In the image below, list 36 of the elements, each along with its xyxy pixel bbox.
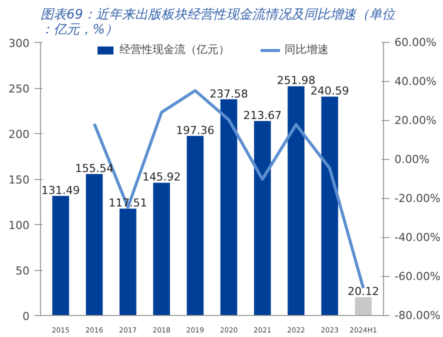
bar [288, 86, 304, 316]
chart-title: 图表69：近年来出版板块经营性现金流情况及同比增速（单位：亿元，%） [40, 6, 396, 38]
y2-tick-label: -60.00% [394, 270, 440, 283]
bar [321, 96, 338, 316]
y-tick-label: 200 [8, 128, 30, 141]
y2-tick-label: 60.00% [394, 36, 436, 49]
data-label: 240.59 [310, 84, 349, 98]
data-label: 251.98 [276, 74, 316, 88]
y-tick-label: 150 [8, 174, 30, 186]
bar [52, 196, 70, 316]
y2-tick-label: 20.00% [394, 114, 436, 127]
y-tick-label: 100 [8, 219, 30, 232]
y-tick-label: 250 [8, 82, 30, 96]
data-label: 145.92 [142, 170, 181, 184]
y-tick-label: 0 [22, 310, 30, 323]
bar [354, 297, 372, 316]
y2-tick-label: -80.00% [394, 309, 440, 322]
data-label: 131.49 [41, 184, 80, 197]
bar [153, 182, 170, 316]
bar [86, 174, 103, 316]
bar [220, 99, 238, 316]
y2-tick-label: -20.00% [394, 192, 440, 205]
data-label: 213.67 [243, 109, 282, 122]
bar [254, 121, 271, 316]
y2-tick-label: 0.00% [394, 153, 430, 166]
data-label: 197.36 [176, 124, 214, 137]
data-label: 20.12 [348, 285, 380, 298]
bar [186, 136, 204, 316]
legend-label: 经营性现金流（亿元） [120, 42, 230, 57]
y2-tick-label: -40.00% [394, 231, 440, 244]
y-tick-label: 300 [8, 37, 30, 50]
bar [120, 208, 136, 316]
y2-tick-label: 40.00% [394, 75, 436, 88]
data-label: 237.58 [210, 87, 248, 100]
legend-label: 同比增速 [284, 42, 328, 57]
y-tick-label: 50 [16, 264, 30, 278]
